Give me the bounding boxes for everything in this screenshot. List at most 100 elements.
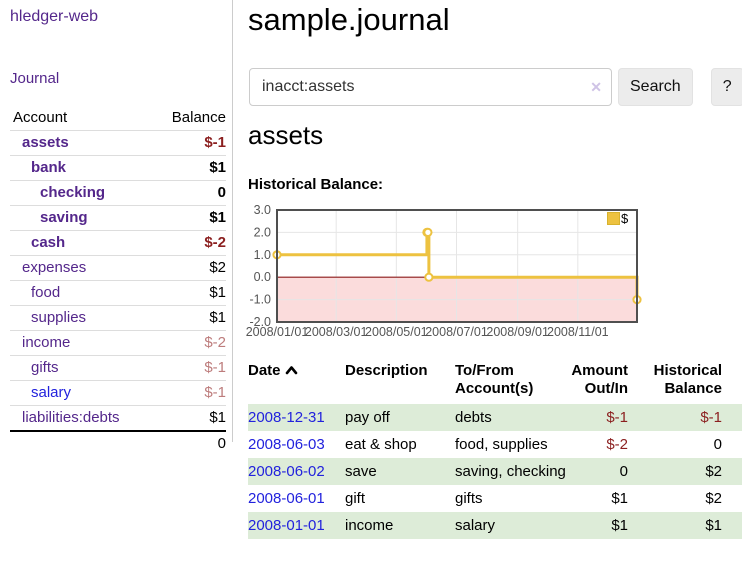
svg-text:2008/05/01: 2008/05/01 — [365, 325, 428, 339]
register-row: 2008-01-01 income salary $1 $1 — [248, 512, 742, 539]
transaction-description: pay off — [345, 409, 390, 426]
account-link-expenses[interactable]: expenses — [22, 259, 87, 276]
register-row: 2008-06-02 save saving, checking 0 $2 — [248, 458, 742, 485]
account-row-bank: bank $1 — [10, 155, 226, 181]
search-input[interactable] — [249, 68, 612, 106]
account-balance-food: $1 — [209, 284, 226, 301]
account-balance-assets: $-1 — [204, 134, 226, 151]
account-link-gifts[interactable]: gifts — [31, 359, 59, 376]
account-balance-checking: 0 — [217, 184, 226, 201]
transaction-balance: $2 — [705, 463, 722, 480]
transaction-date-link[interactable]: 2008-06-03 — [248, 436, 325, 453]
historical-balance-chart: 3.0 2.0 1.0 0.0 -1.0 -2.0 2008/01/01 2008/03/01… — [240, 200, 642, 342]
register-table: Date Description To/From Account(s) Amou… — [248, 360, 742, 539]
accounts-total-row: 0 — [10, 431, 226, 456]
account-link-liabilities-debts[interactable]: liabilities:debts — [22, 409, 120, 426]
svg-text:2008/11/01: 2008/11/01 — [547, 325, 609, 339]
accounts-header-balance: Balance — [171, 109, 226, 126]
transaction-amount: $-2 — [606, 436, 628, 453]
account-link-saving[interactable]: saving — [40, 209, 88, 226]
account-link-bank[interactable]: bank — [31, 159, 67, 176]
transaction-description: gift — [345, 490, 366, 507]
sidebar-divider — [232, 0, 233, 442]
transaction-date-link[interactable]: 2008-12-31 — [248, 409, 325, 426]
sort-ascending-icon — [285, 362, 298, 380]
account-link-checking[interactable]: checking — [40, 184, 106, 201]
svg-text:2008/03/01: 2008/03/01 — [305, 325, 368, 339]
sidebar-accounts-table: Account Balance assets $-1 bank $1 check… — [10, 106, 226, 456]
account-link-salary[interactable]: salary — [31, 384, 72, 401]
register-row: 2008-06-01 gift gifts $1 $2 — [248, 485, 742, 512]
account-row-expenses: expenses $2 — [10, 255, 226, 281]
svg-text:2008/07/01: 2008/07/01 — [425, 325, 488, 339]
svg-text:3.0: 3.0 — [254, 203, 271, 217]
app-brand: hledger-web — [10, 8, 98, 26]
account-balance-cash: $-2 — [204, 234, 226, 251]
accounts-total-value: 0 — [217, 435, 226, 452]
brand-link[interactable]: hledger-web — [10, 8, 99, 25]
transaction-description: save — [345, 463, 377, 480]
accounts-header-account: Account — [13, 109, 68, 126]
account-balance-gifts: $-1 — [204, 359, 226, 376]
legend-label: $ — [621, 211, 629, 226]
search-button[interactable]: Search — [618, 68, 693, 106]
register-row: 2008-12-31 pay off debts $-1 $-1 — [248, 404, 742, 431]
account-link-supplies[interactable]: supplies — [31, 309, 87, 326]
transaction-balance: $1 — [705, 517, 722, 534]
account-balance-expenses: $2 — [209, 259, 226, 276]
register-header-date[interactable]: Date — [248, 360, 345, 404]
account-row-saving: saving $1 — [10, 205, 226, 231]
register-row: 2008-06-03 eat & shop food, supplies $-2… — [248, 431, 742, 458]
account-row-gifts: gifts $-1 — [10, 355, 226, 381]
svg-text:-1.0: -1.0 — [249, 293, 271, 307]
account-heading: assets — [248, 120, 324, 150]
svg-text:2008/01/01: 2008/01/01 — [246, 325, 309, 339]
transaction-account: debts — [455, 409, 492, 426]
svg-text:2.0: 2.0 — [254, 225, 271, 239]
transaction-date-link[interactable]: 2008-06-02 — [248, 463, 325, 480]
account-balance-saving: $1 — [209, 209, 226, 226]
account-row-income: income $-2 — [10, 330, 226, 356]
account-row-salary: salary $-1 — [10, 380, 226, 406]
search-box: ✕ — [249, 68, 612, 106]
transaction-amount: $-1 — [606, 409, 628, 426]
account-link-income[interactable]: income — [22, 334, 71, 351]
transaction-date-link[interactable]: 2008-06-01 — [248, 490, 325, 507]
account-link-assets[interactable]: assets — [22, 134, 69, 151]
account-row-supplies: supplies $1 — [10, 305, 226, 331]
account-row-food: food $1 — [10, 280, 226, 306]
transaction-account: saving, checking — [455, 463, 566, 480]
account-balance-bank: $1 — [209, 159, 226, 176]
account-row-checking: checking 0 — [10, 180, 226, 206]
register-header-account: To/From Account(s) — [455, 362, 534, 397]
help-button[interactable]: ? — [710, 68, 742, 106]
chart-title: Historical Balance: — [248, 176, 384, 193]
transaction-balance: 0 — [713, 436, 722, 453]
account-link-cash[interactable]: cash — [31, 234, 66, 251]
transaction-date-link[interactable]: 2008-01-01 — [248, 517, 325, 534]
chart-legend: $ — [607, 211, 628, 226]
transaction-account: gifts — [455, 490, 483, 507]
register-header-row: Date Description To/From Account(s) Amou… — [248, 360, 742, 404]
transaction-balance: $2 — [705, 490, 722, 507]
register-header-date-label: Date — [248, 362, 281, 379]
nav-journal-link[interactable]: Journal — [10, 70, 60, 87]
accounts-header-row: Account Balance — [10, 106, 226, 131]
legend-swatch-icon — [607, 212, 620, 225]
register-header-balance: Historical Balance — [653, 362, 722, 397]
transaction-description: eat & shop — [345, 436, 417, 453]
transaction-amount: 0 — [619, 463, 628, 480]
svg-text:0.0: 0.0 — [254, 270, 271, 284]
transaction-account: salary — [455, 517, 496, 534]
account-row-cash: cash $-2 — [10, 230, 226, 256]
register-header-description: Description — [345, 362, 428, 379]
svg-text:2008/09/01: 2008/09/01 — [486, 325, 549, 339]
account-balance-liabilities-debts: $1 — [209, 409, 226, 426]
account-row-liabilities-debts: liabilities:debts $1 — [10, 405, 226, 432]
transaction-amount: $1 — [611, 490, 628, 507]
page-title: sample.journal — [248, 2, 450, 37]
clear-search-icon[interactable]: ✕ — [590, 79, 602, 95]
register-header-amount: Amount Out/In — [571, 362, 628, 397]
account-link-food[interactable]: food — [31, 284, 61, 301]
chart-canvas: 3.0 2.0 1.0 0.0 -1.0 -2.02008/01/012008/03/01… — [246, 203, 642, 339]
